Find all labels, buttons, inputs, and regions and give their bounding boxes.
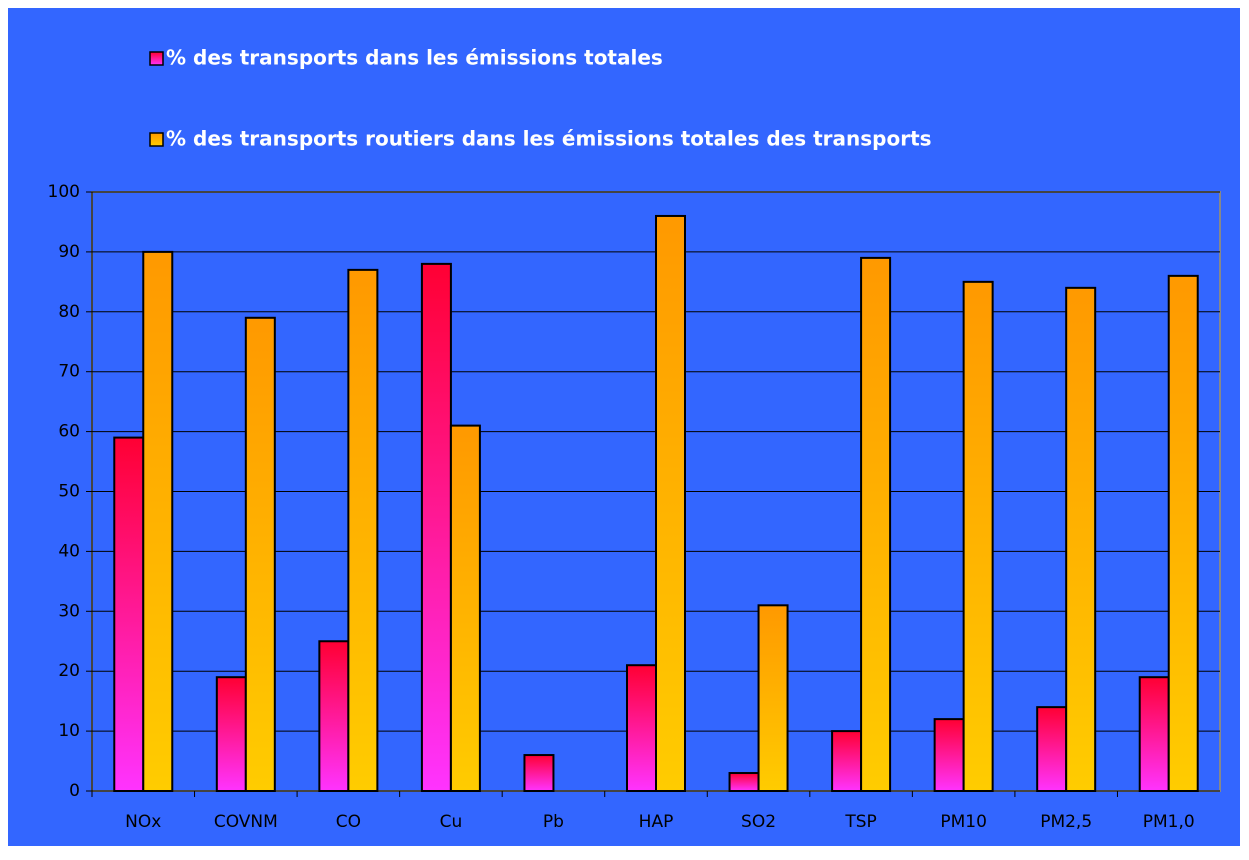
y-tick-label: 60 (58, 422, 80, 442)
y-tick-label: 50 (58, 482, 80, 502)
x-tick-label: Cu (440, 812, 463, 832)
bar (142, 250, 174, 792)
bar (244, 316, 276, 792)
bar (831, 730, 863, 792)
bar (523, 754, 555, 792)
y-tick-label: 80 (58, 302, 80, 322)
bar (1036, 706, 1068, 793)
y-tick-label: 20 (58, 661, 80, 681)
chart-background (8, 8, 1240, 846)
bar (1138, 676, 1170, 792)
x-tick-label: SO2 (741, 812, 776, 832)
y-tick-label: 40 (58, 541, 80, 561)
bar (655, 214, 686, 792)
x-tick-label: Pb (543, 812, 564, 832)
y-tick-label: 90 (58, 242, 80, 262)
bar (860, 256, 892, 792)
bar (962, 280, 994, 792)
bar (449, 424, 481, 792)
x-tick-label: HAP (639, 812, 674, 832)
x-tick-label: PM2,5 (1040, 812, 1092, 832)
y-tick-label: 100 (48, 182, 80, 202)
bar (728, 772, 760, 793)
y-tick-label: 10 (58, 721, 80, 741)
x-tick-label: PM1,0 (1143, 812, 1195, 832)
bar (1167, 274, 1199, 792)
x-tick-label: NOx (125, 812, 161, 832)
bar (757, 604, 789, 792)
bar (1065, 286, 1097, 792)
legend-swatch (149, 51, 164, 66)
x-tick-label: CO (336, 812, 361, 832)
x-tick-label: COVNM (214, 812, 278, 832)
bar (113, 436, 145, 792)
y-tick-label: 70 (58, 362, 80, 382)
bar (626, 664, 657, 793)
y-tick-label: 0 (69, 781, 80, 801)
bar (215, 676, 247, 792)
bar (933, 718, 965, 792)
legend-swatch (149, 132, 164, 147)
x-tick-label: TSP (844, 812, 876, 832)
y-tick-label: 30 (58, 601, 80, 621)
bar (318, 640, 350, 792)
bar (347, 268, 379, 792)
legend-label: % des transports routiers dans les émiss… (166, 127, 932, 151)
bar (420, 262, 452, 792)
x-tick-label: PM10 (940, 812, 987, 832)
legend-label: % des transports dans les émissions tota… (166, 46, 663, 70)
